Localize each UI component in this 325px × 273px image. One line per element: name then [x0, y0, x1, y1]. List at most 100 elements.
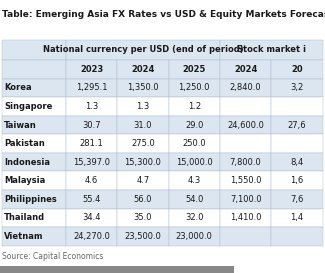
Bar — [220, 171, 271, 190]
Text: 7,800.0: 7,800.0 — [230, 158, 262, 167]
Bar — [220, 60, 271, 79]
Text: 275.0: 275.0 — [131, 139, 155, 148]
Bar — [117, 60, 169, 79]
Bar — [271, 79, 323, 97]
Bar — [66, 190, 117, 209]
Bar — [117, 209, 169, 227]
Bar — [66, 171, 117, 190]
Bar — [169, 190, 220, 209]
Text: 1,550.0: 1,550.0 — [230, 176, 261, 185]
Text: 1,250.0: 1,250.0 — [178, 84, 210, 92]
Bar — [169, 227, 220, 246]
Bar — [169, 209, 220, 227]
Bar — [271, 153, 323, 171]
Bar — [66, 153, 117, 171]
Bar — [220, 134, 271, 153]
Bar — [271, 190, 323, 209]
Text: 35.0: 35.0 — [134, 213, 152, 222]
Text: Singapore: Singapore — [4, 102, 53, 111]
Text: 23,000.0: 23,000.0 — [176, 232, 213, 241]
Bar — [220, 40, 323, 60]
Text: Vietnam: Vietnam — [4, 232, 44, 241]
Bar — [0, 266, 234, 273]
Text: 20: 20 — [291, 65, 303, 74]
Bar — [2, 60, 66, 79]
Bar — [169, 134, 220, 153]
Text: 1,4: 1,4 — [291, 213, 304, 222]
Bar — [117, 227, 169, 246]
Text: 8,4: 8,4 — [291, 158, 304, 167]
Bar — [271, 227, 323, 246]
Bar — [2, 116, 66, 134]
Text: 250.0: 250.0 — [182, 139, 206, 148]
Bar — [169, 79, 220, 97]
Text: 1.3: 1.3 — [85, 102, 98, 111]
Text: 54.0: 54.0 — [185, 195, 203, 204]
Text: 281.1: 281.1 — [80, 139, 103, 148]
Text: 2025: 2025 — [183, 65, 206, 74]
Bar — [220, 116, 271, 134]
Text: Taiwan: Taiwan — [4, 121, 37, 129]
Text: Pakistan: Pakistan — [4, 139, 45, 148]
Text: 24,270.0: 24,270.0 — [73, 232, 110, 241]
Text: 4.3: 4.3 — [188, 176, 201, 185]
Text: Table: Emerging Asia FX Rates vs USD & Equity Markets Forecasts: Table: Emerging Asia FX Rates vs USD & E… — [2, 10, 325, 19]
Bar — [117, 171, 169, 190]
Text: 1,410.0: 1,410.0 — [230, 213, 261, 222]
Text: 7,6: 7,6 — [290, 195, 304, 204]
Bar — [117, 153, 169, 171]
Text: 4.7: 4.7 — [136, 176, 150, 185]
Bar — [2, 190, 66, 209]
Text: 7,100.0: 7,100.0 — [230, 195, 262, 204]
Text: Korea: Korea — [4, 84, 32, 92]
Text: 2023: 2023 — [80, 65, 103, 74]
Text: 1,295.1: 1,295.1 — [76, 84, 107, 92]
Bar — [220, 153, 271, 171]
Text: 27,6: 27,6 — [288, 121, 306, 129]
Text: 4.6: 4.6 — [85, 176, 98, 185]
Bar — [66, 209, 117, 227]
Text: 1.2: 1.2 — [188, 102, 201, 111]
Bar — [169, 97, 220, 116]
Text: National currency per USD (end of period): National currency per USD (end of period… — [43, 45, 243, 54]
Bar — [271, 60, 323, 79]
Bar — [66, 116, 117, 134]
Bar — [271, 209, 323, 227]
Bar — [2, 79, 66, 97]
Bar — [2, 40, 66, 60]
Text: 2024: 2024 — [234, 65, 257, 74]
Text: 15,397.0: 15,397.0 — [73, 158, 110, 167]
Bar — [117, 116, 169, 134]
Bar — [2, 227, 66, 246]
Text: 2,840.0: 2,840.0 — [230, 84, 262, 92]
Bar — [220, 79, 271, 97]
Text: Indonesia: Indonesia — [4, 158, 50, 167]
Text: Philippines: Philippines — [4, 195, 57, 204]
Bar — [220, 190, 271, 209]
Bar — [66, 79, 117, 97]
Bar — [169, 153, 220, 171]
Text: 56.0: 56.0 — [134, 195, 152, 204]
Bar — [271, 171, 323, 190]
Bar — [169, 116, 220, 134]
Bar — [66, 134, 117, 153]
Text: 1.3: 1.3 — [136, 102, 150, 111]
Bar — [117, 134, 169, 153]
Text: 55.4: 55.4 — [82, 195, 101, 204]
Text: 29.0: 29.0 — [185, 121, 203, 129]
Bar — [220, 97, 271, 116]
Bar — [66, 40, 220, 60]
Bar — [66, 227, 117, 246]
Bar — [271, 97, 323, 116]
Text: 31.0: 31.0 — [134, 121, 152, 129]
Bar — [2, 97, 66, 116]
Text: 15,300.0: 15,300.0 — [124, 158, 161, 167]
Text: 1,350.0: 1,350.0 — [127, 84, 159, 92]
Bar — [117, 97, 169, 116]
Text: 1,6: 1,6 — [291, 176, 304, 185]
Bar — [220, 209, 271, 227]
Text: 2024: 2024 — [131, 65, 155, 74]
Text: 3,2: 3,2 — [291, 84, 304, 92]
Bar — [66, 60, 117, 79]
Bar — [2, 209, 66, 227]
